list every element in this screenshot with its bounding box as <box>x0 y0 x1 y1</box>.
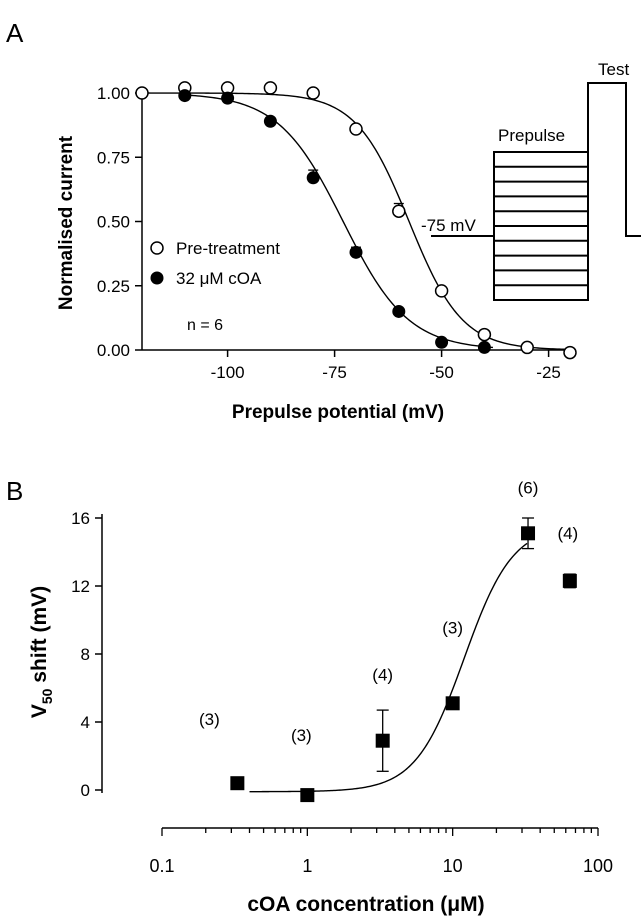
panel-b-x-tick-label: 1 <box>302 856 312 876</box>
test-pulse-trace <box>587 82 641 300</box>
coa-point <box>477 340 491 354</box>
panel-b-n-label: (3) <box>291 726 312 745</box>
pre-treatment-point <box>434 284 449 298</box>
pre-treatment-point <box>135 86 149 100</box>
panel-b-n-label: (4) <box>372 666 393 685</box>
panel-a-x-tick-label: -100 <box>211 363 245 382</box>
panel-a-x-tick-label: -25 <box>536 363 561 382</box>
panel-a-y-ticks: 0.00 0.25 0.50 0.75 1.00 <box>97 84 142 360</box>
panel-b-n-label: (4) <box>557 524 578 543</box>
pre-treatment-point <box>392 204 406 218</box>
legend-filled-circle-marker <box>150 271 164 285</box>
holding-potential-label: -75 mV <box>421 216 476 235</box>
pre-treatment-point <box>477 327 492 342</box>
panel-b-y-tick-label: 0 <box>81 781 90 800</box>
panel-b-hill-fit <box>249 542 528 793</box>
panel-a-label: A <box>6 18 24 48</box>
coa-point <box>392 304 406 318</box>
panel-b-n-labels: (3) (3) (4) (3) (6) (4) <box>199 478 578 745</box>
panel-a-y-tick-label: 0.00 <box>97 341 130 360</box>
panel-b-data-point <box>521 526 536 541</box>
coa-point <box>435 335 449 349</box>
panel-a-data-points <box>135 81 577 360</box>
panel-b-n-label: (6) <box>518 478 539 497</box>
panel-a-y-tick-label: 1.00 <box>97 84 130 103</box>
panel-b-data-point <box>445 696 460 711</box>
panel-b-data-point <box>375 733 390 748</box>
panel-b-x-ticks: 0.1 1 10 100 <box>149 828 613 876</box>
panel-b-x-tick-label: 0.1 <box>149 856 174 876</box>
test-label: Test <box>598 60 629 79</box>
panel-a-x-ticks: -100 -75 -50 -25 <box>211 350 561 382</box>
legend-pre-treatment: Pre-treatment <box>176 239 280 258</box>
coa-point <box>306 171 320 185</box>
panel-b-data-point <box>562 573 577 588</box>
coa-point <box>221 91 235 105</box>
panel-b-n-label: (3) <box>442 618 463 637</box>
pre-treatment-point <box>520 340 534 355</box>
panel-b-x-tick-label: 100 <box>583 856 613 876</box>
panel-b-data-points <box>230 526 577 803</box>
legend-open-circle-marker <box>150 241 164 255</box>
panel-b-data-point <box>230 776 245 791</box>
coa-point <box>349 245 363 259</box>
panel-a-x-tick-label: -50 <box>429 363 454 382</box>
panel-b-x-tick-label: 10 <box>443 856 463 876</box>
voltage-protocol-inset: -75 mV Prepulse Test <box>421 60 641 301</box>
panel-a-y-tick-label: 0.25 <box>97 277 130 296</box>
panel-b-y-tick-label: 8 <box>81 645 90 664</box>
panel-a-n-label: n = 6 <box>187 317 223 334</box>
prepulse-steps <box>494 165 588 287</box>
legend-coa: 32 μM cOA <box>176 269 262 288</box>
pre-treatment-point <box>306 86 320 100</box>
panel-a-x-tick-label: -75 <box>322 363 347 382</box>
panel-b-y-axis-title: V50 shift (mV) <box>28 586 55 718</box>
panel-b-y-tick-label: 16 <box>71 509 90 528</box>
panel-b-error-bars <box>376 517 576 772</box>
panel-b-label: B <box>6 476 23 506</box>
coa-point <box>263 114 277 128</box>
prepulse-label: Prepulse <box>498 126 565 145</box>
coa-point <box>178 89 192 103</box>
panel-b-x-axis-title: cOA concentration (μM) <box>247 893 484 916</box>
panel-b-y-tick-label: 4 <box>81 713 90 732</box>
panel-a-y-tick-label: 0.50 <box>97 213 130 232</box>
panel-b-n-label: (3) <box>199 710 220 729</box>
panel-a-chart: 0.00 0.25 0.50 0.75 1.00 -100 -75 -50 -25 Norma… <box>56 60 641 423</box>
panel-a-legend: Pre-treatment 32 μM cOA <box>150 239 280 288</box>
panel-b-y-ticks: 0 4 8 12 16 <box>71 509 102 800</box>
panel-b-chart: 0 4 8 12 16 0.1 1 10 100 (3) (3) (4) (3) (6) (4) V50… <box>28 478 613 916</box>
panel-a-x-axis-title: Prepulse potential (mV) <box>232 402 444 423</box>
pre-treatment-point <box>563 345 577 360</box>
panel-b-y-tick-label: 12 <box>71 577 90 596</box>
pre-treatment-point <box>263 81 278 95</box>
panel-a-y-axis-title: Normalised current <box>56 135 77 310</box>
pre-treatment-point <box>349 122 363 136</box>
panel-a-y-tick-label: 0.75 <box>97 148 130 167</box>
panel-b-data-point <box>300 788 315 803</box>
panel-b-fit-curve <box>249 542 528 793</box>
